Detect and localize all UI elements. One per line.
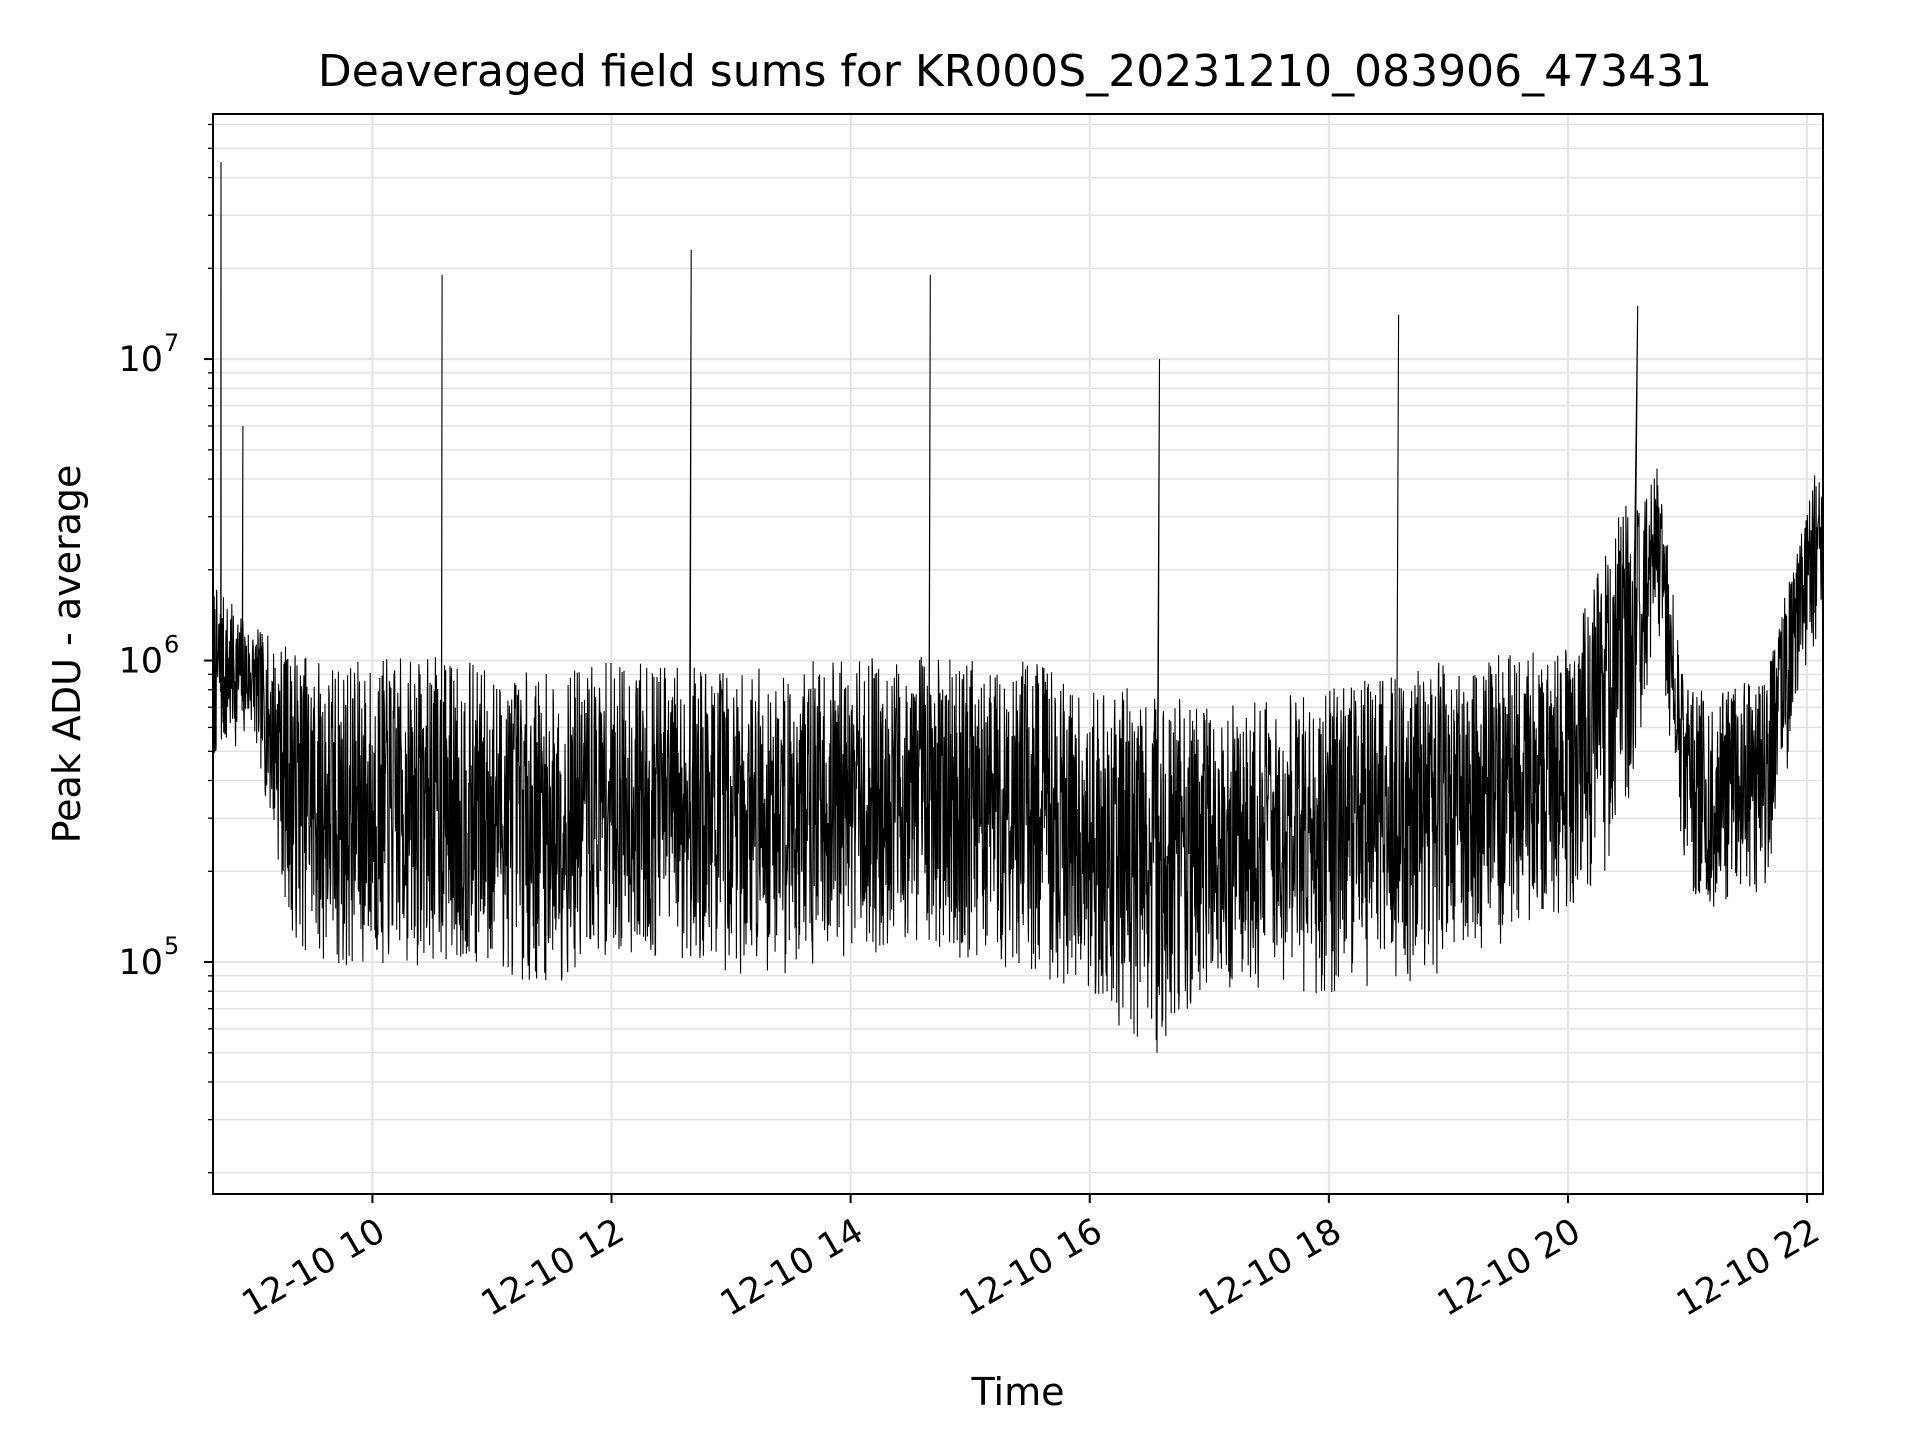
x-tick-label: 12-10 14 [714,1211,870,1324]
grid [213,114,1823,1194]
x-tick-label: 12-10 22 [1670,1211,1826,1324]
x-tick-label: 12-10 18 [1192,1211,1348,1324]
x-tick-label: 12-10 16 [953,1211,1109,1324]
series-line [212,162,1824,1053]
x-axis-label: Time [971,1370,1065,1414]
y-tick-label: 10 [118,642,163,682]
x-axis: 12-10 10 12-10 12 12-10 14 12-10 16 12-10 18… [236,1194,1827,1324]
y-tick-base: 10 [118,943,163,983]
y-tick-base: 10 [118,642,163,682]
x-tick-label: 12-10 10 [236,1211,392,1324]
y-tick-label: 10 [118,943,163,983]
y-tick-exponent: 7 [164,329,179,357]
y-tick-exponent: 5 [164,932,179,960]
y-axis-label: Peak ADU - average [45,465,89,844]
y-tick-exponent: 6 [164,631,179,659]
chart-title: Deaveraged field sums for KR000S_2023121… [318,46,1712,97]
x-tick-label: 12-10 20 [1431,1211,1587,1324]
y-tick-label: 10 [118,340,163,380]
axes-frame [212,113,1824,1195]
y-tick-base: 10 [118,340,163,380]
plot-area [212,162,1824,1053]
x-tick-label: 12-10 12 [475,1211,631,1324]
